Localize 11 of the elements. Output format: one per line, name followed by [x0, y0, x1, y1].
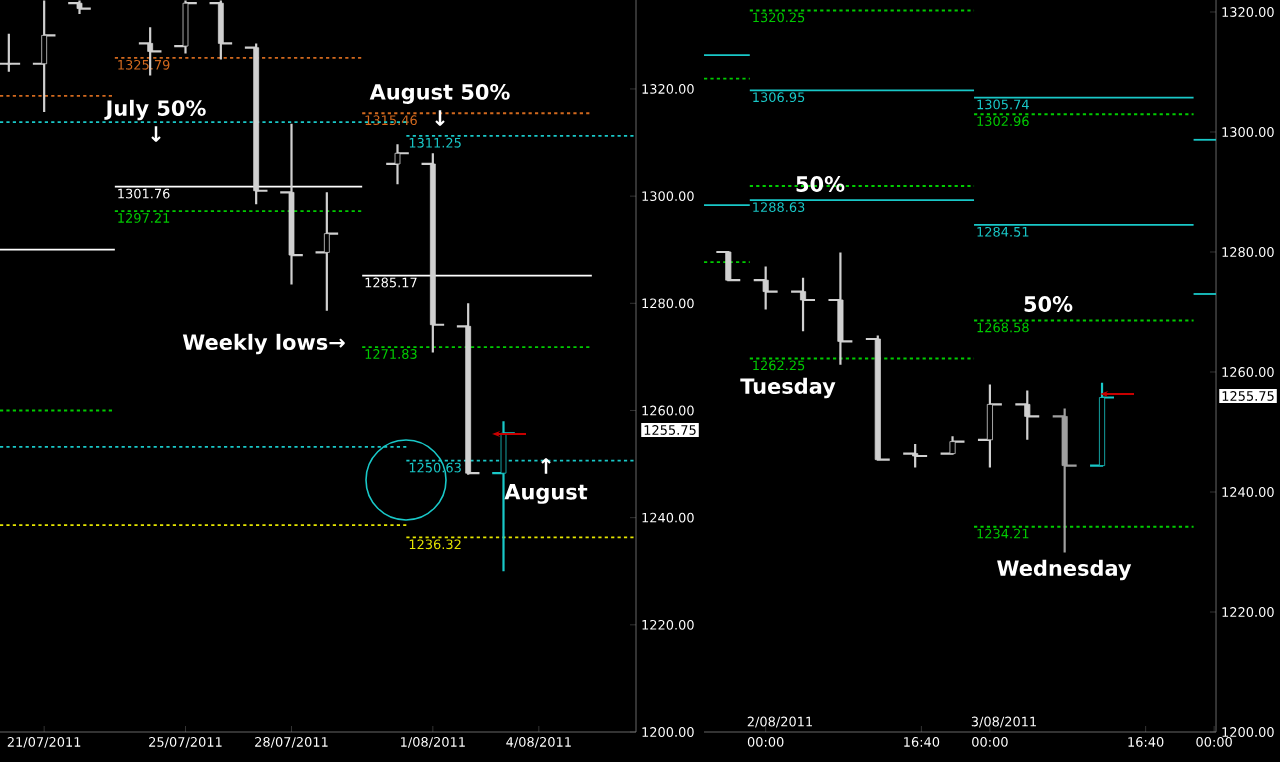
annotation: August — [504, 484, 588, 504]
annotation: ↓ — [435, 110, 445, 126]
annotation: ↑ — [541, 458, 551, 474]
annotation: August 50% — [369, 83, 510, 104]
annotation: Wednesday — [997, 559, 1132, 581]
annotation: 50% — [1024, 296, 1073, 312]
annotation: July 50% — [104, 99, 206, 121]
annotation: 50% — [796, 176, 845, 192]
annotation: Tuesday — [740, 377, 836, 399]
annotation: ↓ — [151, 126, 161, 142]
annotation: Weekly lows→ — [182, 333, 345, 355]
